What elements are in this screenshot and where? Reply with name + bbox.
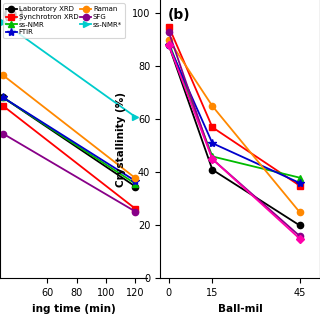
Legend: Laboratory XRD, Synchrotron XRD, ss-NMR, FTIR, Raman, SFG, ss-NMR*: Laboratory XRD, Synchrotron XRD, ss-NMR,… (4, 4, 125, 38)
X-axis label: ing time (min): ing time (min) (32, 304, 116, 314)
X-axis label: Ball-mil: Ball-mil (218, 304, 262, 314)
Y-axis label: Crystallinity (%): Crystallinity (%) (116, 92, 126, 187)
Text: (b): (b) (168, 8, 191, 22)
Text: (a): (a) (3, 8, 25, 22)
